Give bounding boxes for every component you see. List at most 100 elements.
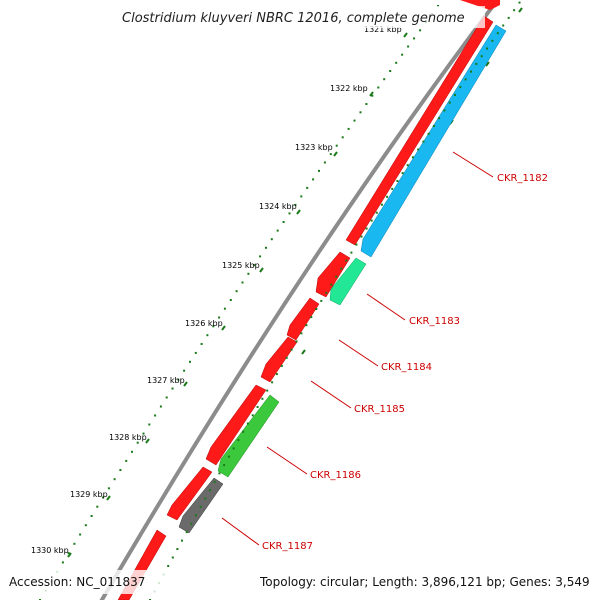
inner-dot-6 [491,39,494,42]
outer-dot-43 [194,351,197,354]
scale-label-1326: 1326 kbp [185,319,223,328]
leader-ckr-1182 [452,151,494,178]
scale-label-1329: 1329 kbp [70,490,108,499]
label-ckr-1182[interactable]: CKR_1182 [497,173,548,184]
inner-dot-20 [417,148,420,151]
outer-dot-18 [341,136,344,139]
outer-dot-10 [389,70,392,72]
inner-dot-33 [350,251,353,254]
outer-dot-65 [67,552,70,555]
gene-forward-3[interactable] [315,251,351,298]
inner-dot-52 [256,406,259,408]
label-ckr-1184[interactable]: CKR_1184 [381,362,432,373]
outer-dot-50 [154,414,157,417]
label-ckr-1183[interactable]: CKR_1183 [409,316,460,327]
scale-label-1325: 1325 kbp [222,261,260,270]
inner-dot-53 [251,414,254,417]
outer-tick-2 [333,151,338,157]
outer-dot-13 [371,94,374,97]
inner-dot-21 [411,156,414,159]
inner-dot-45 [290,348,293,351]
gene-forward-2[interactable] [345,15,494,246]
outer-dot-54 [131,450,133,453]
leader-ckr-1183 [366,293,406,321]
outer-dot-39 [218,316,221,319]
label-ckr-1185[interactable]: CKR_1185 [354,404,405,415]
inner-dot-46 [285,356,288,359]
inner-dot-5 [496,32,499,35]
inner-dot-3 [507,16,510,19]
inner-dot-28 [375,211,378,214]
outer-dot-24 [306,186,309,189]
outer-dot-32 [259,255,262,258]
leader-ckr-1187 [221,517,260,546]
inner-dot-18 [427,132,430,135]
gene-forward-7[interactable] [166,466,213,521]
inner-dot-10 [470,70,472,73]
inner-dot-22 [406,164,409,167]
inner-dot-41 [310,316,313,319]
inner-dot-61 [213,480,216,483]
accession-text: Accession: NC_011837 [9,575,145,589]
inner-dot-17 [432,125,435,127]
scale-ticks [67,7,523,558]
inner-dot-25 [391,187,394,190]
outer-dot-46 [177,378,180,381]
outer-dot-63 [79,533,82,536]
inner-dot-19 [422,140,425,143]
outer-dot-38 [223,307,226,310]
inner-dot-30 [365,227,368,230]
gene-labels: CKR_1182 CKR_1183 CKR_1184 CKR_1185 CKR_… [262,173,548,552]
outer-dot-58 [107,487,110,490]
outer-dot-5 [419,29,422,32]
inner-dot-59 [223,464,226,467]
outer-tick-1 [369,91,374,97]
label-ckr-1187[interactable]: CKR_1187 [262,541,313,552]
inner-dot-69 [176,548,179,550]
scale-label-1322: 1322 kbp [330,84,368,93]
gene-forward-5[interactable] [260,336,298,383]
inner-dot-23 [401,172,404,175]
gene-ckr-1182[interactable] [360,24,507,258]
inner-dot-65 [195,514,197,517]
inner-scale-dots [149,1,521,600]
outer-dot-23 [312,178,315,181]
inner-dot-24 [396,180,399,182]
gene-ckr-1186[interactable] [217,394,280,478]
outer-dot-29 [276,229,279,232]
gene-forward-4[interactable] [286,297,320,341]
outer-dot-61 [90,515,93,517]
inner-dot-62 [209,489,211,492]
gene-forward-1[interactable] [460,0,500,10]
outer-dot-30 [270,238,273,241]
outer-tick-3 [296,209,301,215]
label-ckr-1186[interactable]: CKR_1186 [310,470,361,481]
outer-dot-66 [61,561,64,564]
gene-ckr-1187[interactable] [178,477,224,534]
outer-dot-8 [401,53,404,56]
forward-strand [117,0,500,600]
outer-dot-12 [377,86,380,89]
outer-dot-15 [359,111,362,114]
inner-dot-58 [227,455,230,458]
outer-dot-19 [335,144,338,147]
outer-dot-16 [353,119,356,122]
inner-dot-57 [232,447,235,450]
inner-dot-40 [315,308,318,310]
inner-dot-31 [360,235,363,238]
inner-tick-1 [485,61,490,67]
leader-lines [221,151,494,546]
scale-label-1323: 1323 kbp [295,143,333,152]
inner-dot-39 [320,299,323,302]
outer-dot-48 [165,396,168,399]
outer-dot-52 [142,432,145,435]
gene-forward-6[interactable] [205,384,267,466]
outer-dot-42 [200,343,203,345]
inner-dot-50 [266,389,269,392]
inner-dot-66 [190,522,193,525]
inner-dot-60 [218,472,221,475]
gene-ckr-1183[interactable] [329,257,367,306]
outer-dot-14 [365,103,368,105]
inner-dot-44 [295,340,298,343]
